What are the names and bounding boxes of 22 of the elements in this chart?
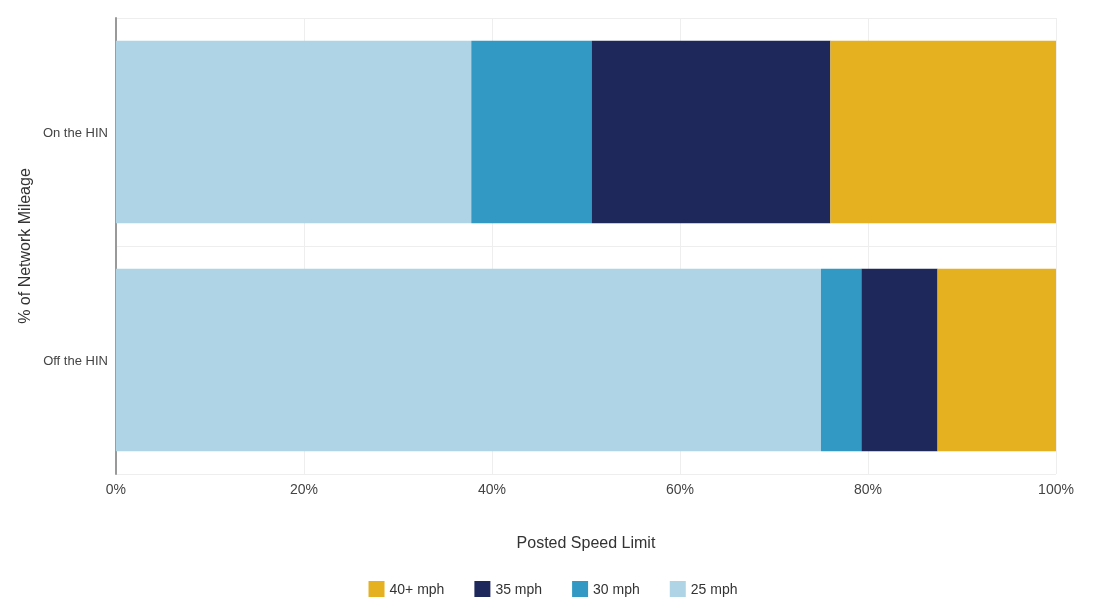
x-tick-label: 60% [665,481,694,497]
bar [115,268,821,452]
bar [115,40,472,224]
x-axis-title: Posted Speed Limit [516,533,656,551]
x-tick-label: 0% [105,481,127,497]
legend-label: 25 mph [690,581,738,597]
legend-label: 30 mph [593,581,640,597]
x-tick-label: 80% [853,481,882,497]
y-axis-title: % of Network Mileage [15,168,33,324]
bar [591,40,831,224]
bar [830,40,1056,224]
bar [861,268,938,452]
legend-label: 40+ mph [389,581,445,597]
bar [937,268,1056,452]
bar [471,40,592,224]
x-tick-label: 20% [289,481,318,497]
bar [820,268,862,452]
y-tick-label: On the HIN [42,124,108,140]
y-tick-label: Off the HIN [43,352,108,368]
x-tick-label: 40% [477,481,506,497]
legend-label: 35 mph [495,581,543,597]
x-tick-label: 100% [1038,481,1074,497]
